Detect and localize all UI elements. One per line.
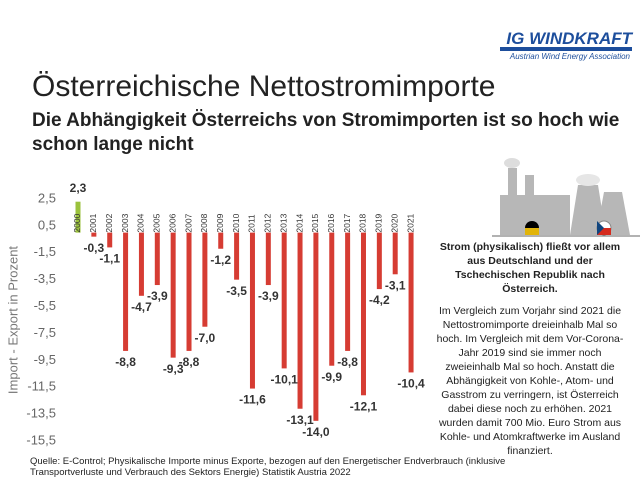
value-label: -14,0 (302, 425, 330, 439)
bar (249, 232, 255, 389)
value-label: -1,1 (99, 252, 120, 266)
logo-bar (500, 47, 632, 51)
y-axis-label: Import - Export in Prozent (5, 246, 20, 394)
x-tick-label: 2019 (374, 213, 384, 232)
source: Quelle: E-Control; Physikalische Importe… (30, 456, 506, 478)
value-label: -10,1 (271, 373, 299, 387)
value-label: -10,4 (397, 377, 425, 391)
bar (170, 232, 176, 358)
x-tick-label: 2000 (72, 213, 82, 232)
bar (138, 232, 144, 296)
tagline: Austrian Wind Energy Association (509, 52, 630, 61)
x-tick-label: 2015 (310, 213, 320, 232)
y-tick-label: 2,5 (38, 190, 56, 205)
bar (265, 232, 271, 286)
bar (75, 201, 81, 233)
x-tick-label: 2014 (294, 213, 304, 232)
bar (107, 232, 113, 248)
x-tick-label: 2018 (358, 213, 368, 232)
x-tick-label: 2005 (152, 213, 162, 232)
x-tick-label: 2013 (278, 213, 288, 232)
value-label: -3,5 (226, 284, 247, 298)
value-label: -11,6 (239, 393, 266, 407)
value-label: -8,8 (337, 355, 358, 369)
value-label: -1,2 (210, 253, 231, 267)
subtitle: Die Abhängigkeit Österreichs von Stromim… (32, 110, 620, 155)
y-tick-label: -5,5 (34, 298, 56, 313)
x-tick-label: 2011 (247, 214, 257, 233)
x-tick-label: 2021 (405, 213, 415, 232)
bar (202, 232, 208, 327)
y-tick-label: -15,5 (26, 432, 56, 447)
y-tick-label: 0,5 (38, 217, 56, 232)
x-tick-label: 2003 (120, 213, 130, 232)
y-tick-label: -11,5 (27, 379, 56, 394)
value-label: -13,1 (286, 413, 314, 427)
x-tick-label: 2020 (389, 213, 399, 232)
value-label: -8,8 (179, 355, 200, 369)
bar (154, 232, 160, 286)
bar (313, 232, 319, 421)
value-label: -9,9 (321, 370, 342, 384)
x-tick-label: 2006 (167, 213, 177, 232)
value-label: -9,3 (163, 362, 184, 376)
bar (345, 232, 351, 351)
bar (297, 232, 303, 409)
x-tick-label: 2004 (136, 213, 146, 232)
bar (91, 232, 97, 237)
bar (123, 232, 129, 351)
y-tick-label: -7,5 (34, 325, 56, 340)
y-tick-label: -9,5 (34, 352, 56, 367)
value-label: -7,0 (195, 331, 216, 345)
x-tick-label: 2012 (263, 213, 273, 232)
x-tick-label: 2009 (215, 213, 225, 232)
value-label: -4,7 (131, 300, 152, 314)
x-tick-label: 2016 (326, 213, 336, 232)
value-label: 2,3 (70, 181, 87, 195)
x-tick-label: 2001 (88, 213, 98, 232)
value-label: -3,1 (385, 278, 406, 292)
note: Strom (physikalisch) fließt vor allem au… (430, 240, 630, 458)
bar (218, 232, 224, 249)
logo: IG WINDKRAFT (506, 29, 632, 48)
y-tick-label: -1,5 (34, 244, 56, 259)
x-tick-label: 2008 (199, 213, 209, 232)
y-tick-label: -3,5 (34, 271, 56, 286)
x-tick-label: 2007 (183, 213, 193, 232)
bar (392, 232, 398, 275)
note-heading: Strom (physikalisch) fließt vor allem au… (439, 241, 621, 295)
bar (234, 232, 240, 280)
value-label: -0,3 (84, 241, 105, 255)
bar (408, 232, 414, 373)
illustration (492, 158, 640, 237)
bar (376, 232, 382, 290)
value-label: -12,1 (350, 399, 378, 413)
value-label: -3,9 (258, 289, 279, 303)
note-body: Im Vergleich zum Vorjahr sind 2021 die N… (436, 305, 624, 457)
bar (329, 232, 335, 366)
value-label: -8,8 (115, 355, 136, 369)
x-tick-label: 2010 (231, 213, 241, 232)
title: Österreichische Nettostromimporte (32, 70, 496, 103)
bar (281, 232, 287, 369)
y-tick-label: -13,5 (26, 406, 56, 421)
bar (186, 232, 192, 351)
x-tick-label: 2017 (342, 213, 352, 232)
x-tick-label: 2002 (104, 213, 114, 232)
value-label: -3,9 (147, 289, 168, 303)
value-label: -4,2 (369, 293, 390, 307)
bar (360, 232, 366, 396)
